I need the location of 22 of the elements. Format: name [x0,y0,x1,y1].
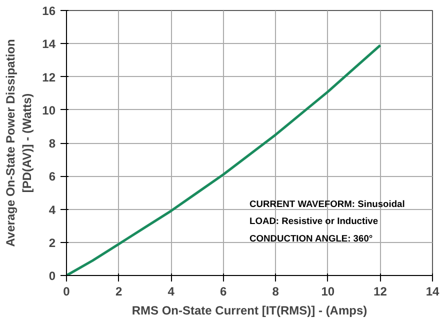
annotation: CONDUCTION ANGLE: 360° [250,233,373,244]
annotation: LOAD: Resistive or Inductive [250,216,378,226]
x-tick-label: 12 [374,284,388,298]
y-tick-label: 2 [48,236,56,250]
y-tick-label: 12 [42,70,56,84]
y-tick-label: 0 [48,269,56,283]
x-tick-label: 14 [426,284,440,298]
x-tick-label: 0 [63,284,70,298]
y-tick-label: 8 [48,136,56,150]
x-tick-label: 6 [220,284,228,298]
y-axis-title: Average On-State Power Dissipation [PD(AV)] - (Watts) [3,39,34,247]
x-tick-label: 2 [115,284,122,298]
x-tick-label: 10 [321,284,335,298]
annotation: CURRENT WAVEFORM: Sinusoidal [250,198,405,209]
y-tick-label: 4 [48,202,56,217]
y-tick-label: 14 [42,37,56,52]
x-tick-label: 4 [168,284,175,298]
y-tick-label: 10 [42,103,56,118]
y-tick-label: 16 [42,4,56,18]
x-tick-label: 8 [272,284,280,298]
x-axis-title: RMS On-State Current [IT(RMS)] - (Amps) [132,304,368,318]
y-tick-label: 6 [48,170,56,184]
